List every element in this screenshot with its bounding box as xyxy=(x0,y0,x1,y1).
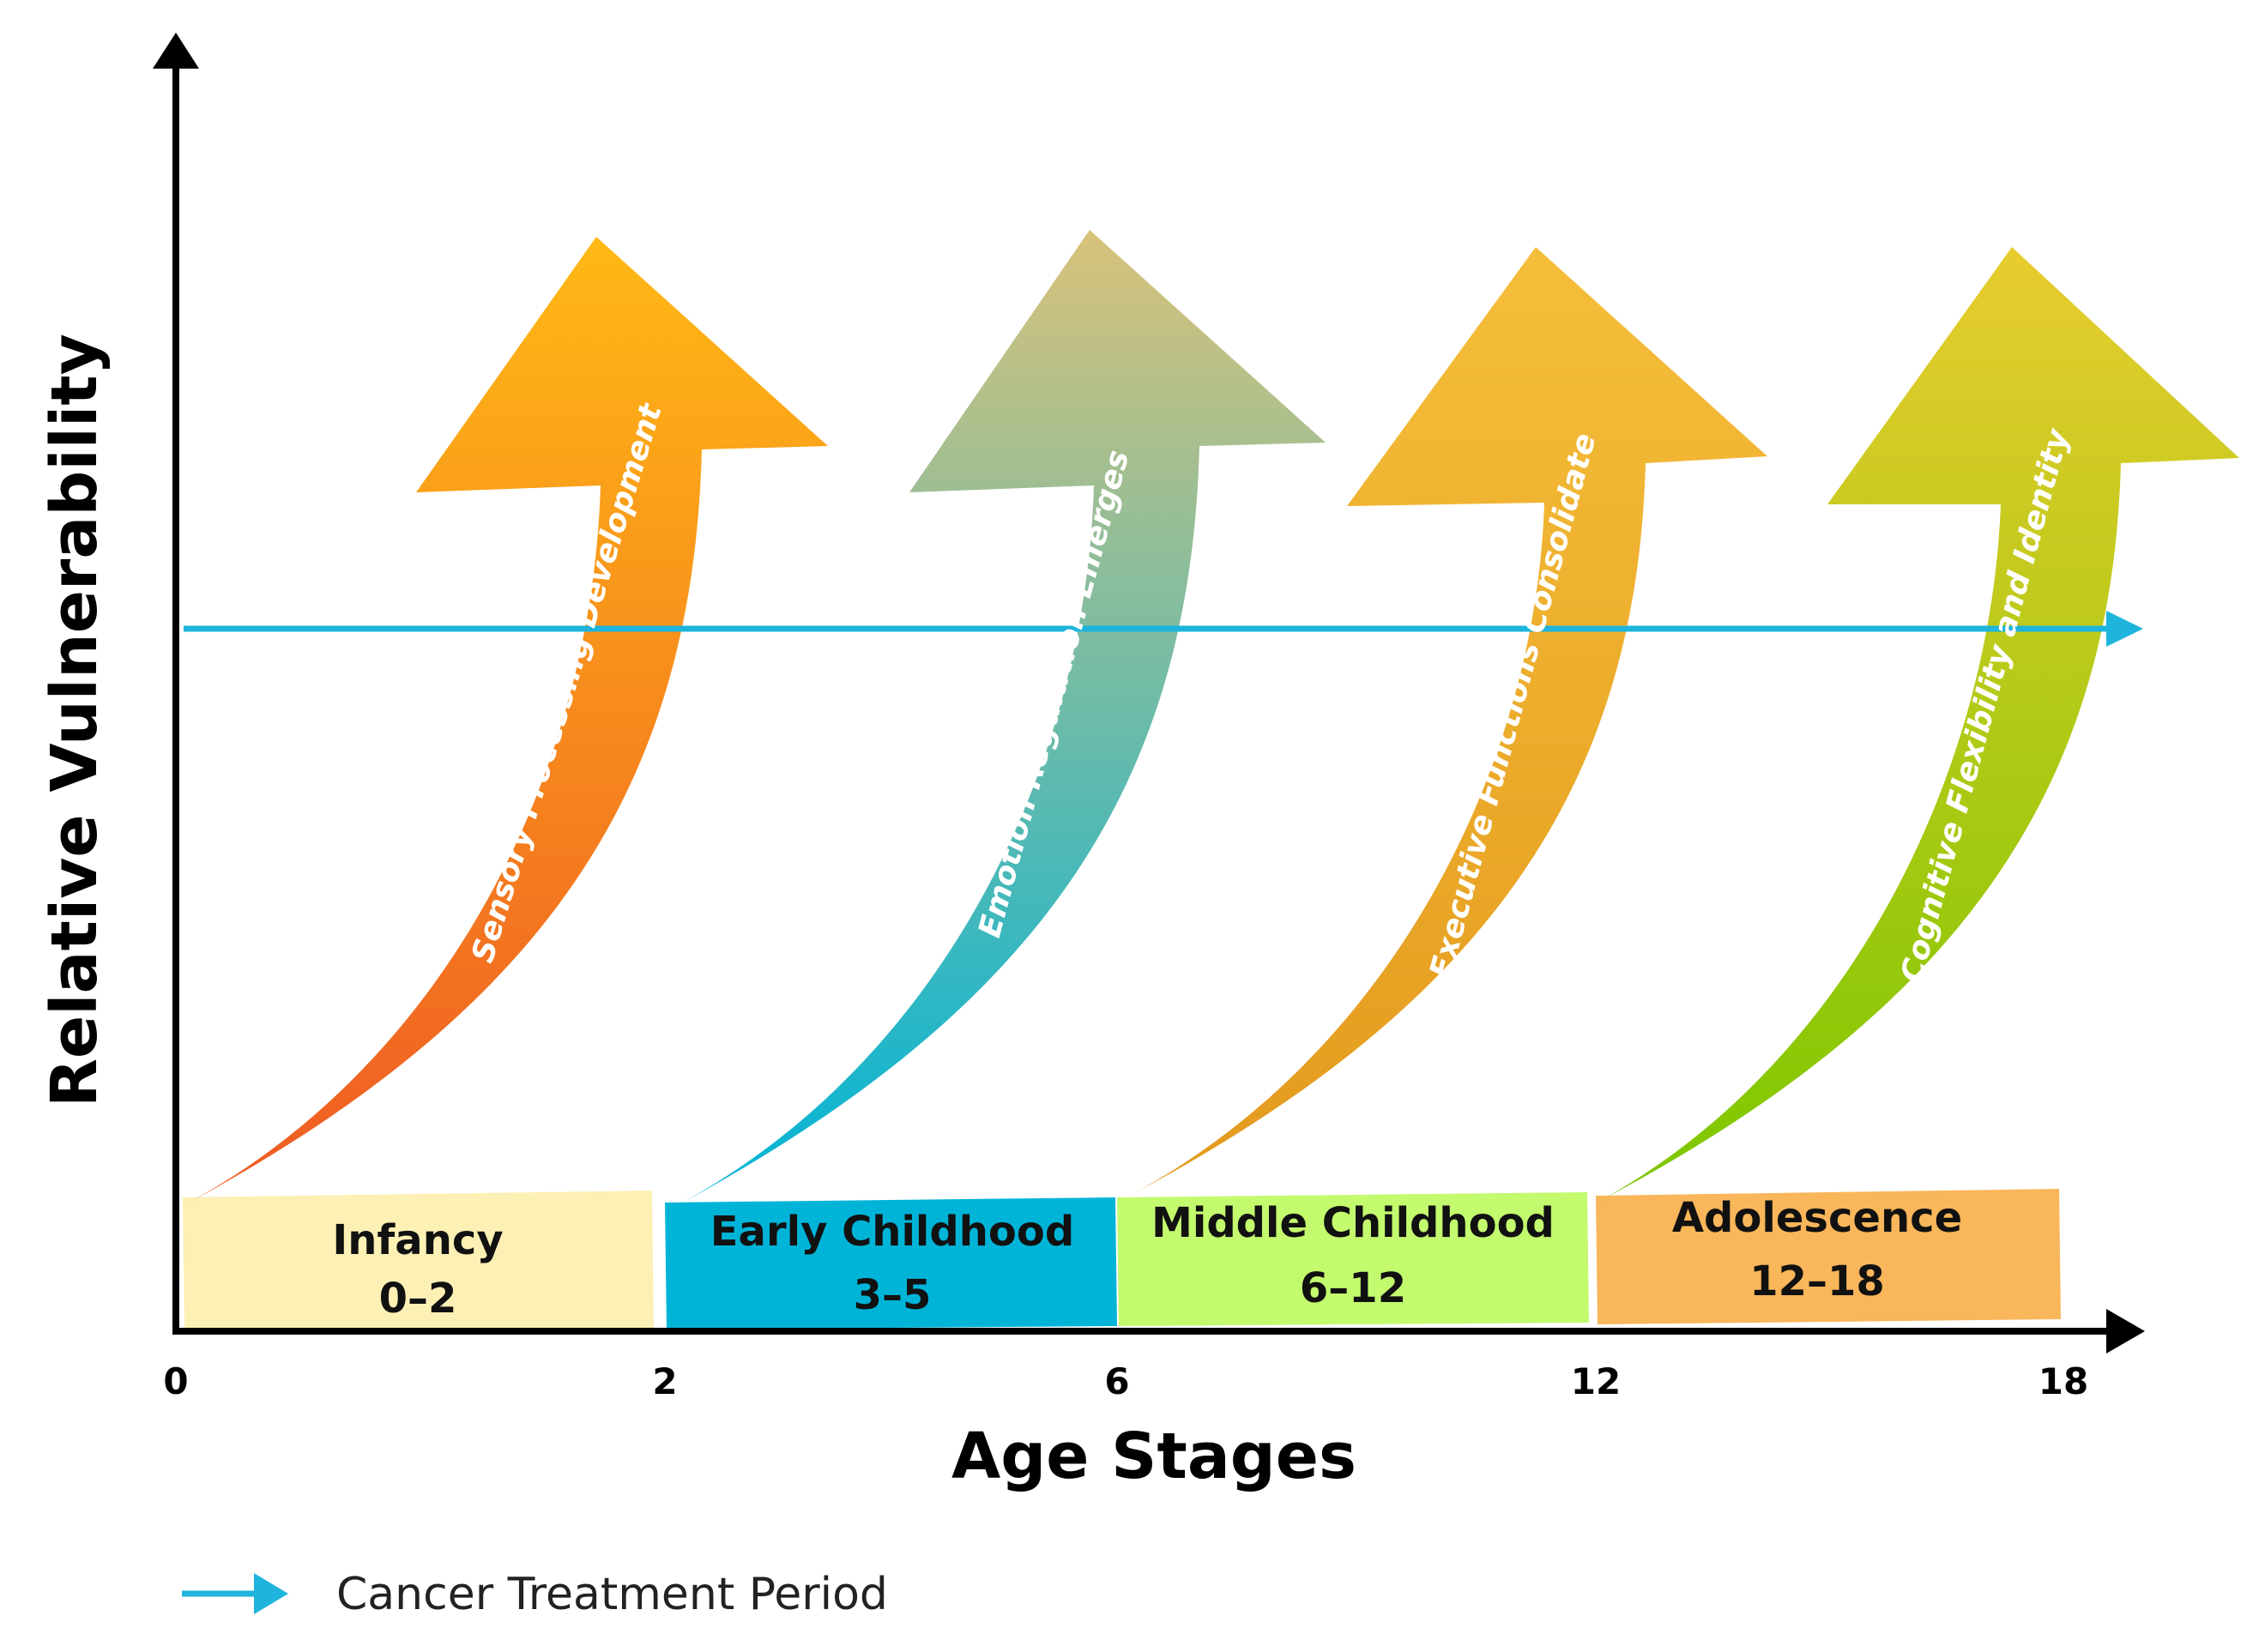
stage-box-adolescence xyxy=(1596,1189,2061,1324)
development-arrow-emotion xyxy=(678,230,1326,1205)
x-tick-labels: 0 2 6 12 18 xyxy=(163,1360,2088,1402)
legend-label: Cancer Treatment Period xyxy=(336,1569,888,1620)
development-arrow-cognitive xyxy=(1600,247,2239,1201)
stage-boxes xyxy=(183,1189,2061,1331)
stage-labels: Infancy 0–2 Early Childhood 3–5 Middle C… xyxy=(332,1194,1962,1323)
stage-range-middle-childhood: 6–12 xyxy=(1300,1264,1406,1312)
tick-label-12: 12 xyxy=(1571,1360,1621,1402)
stage-box-middle-childhood xyxy=(1117,1192,1589,1326)
tick-label-0: 0 xyxy=(163,1360,188,1402)
stage-range-infancy: 0–2 xyxy=(379,1275,457,1323)
stage-range-adolescence: 12–18 xyxy=(1749,1257,1885,1305)
x-axis-title: Age Stages xyxy=(951,1420,1356,1493)
axes xyxy=(153,33,2145,1354)
x-axis-arrowhead xyxy=(2106,1309,2145,1354)
development-arrow-executive xyxy=(1120,247,1767,1201)
tick-label-6: 6 xyxy=(1104,1360,1129,1402)
tick-label-18: 18 xyxy=(2038,1360,2088,1402)
stage-box-infancy xyxy=(183,1191,654,1331)
stage-name-infancy: Infancy xyxy=(332,1216,503,1264)
development-arrows xyxy=(184,230,2239,1205)
stage-name-early-childhood: Early Childhood xyxy=(710,1208,1074,1256)
tick-label-2: 2 xyxy=(652,1360,677,1402)
arrow-labels: Sensory Processing Development Emotion R… xyxy=(465,399,2076,986)
y-axis-title: Relative Vulnerability xyxy=(38,334,112,1107)
stage-name-adolescence: Adolescence xyxy=(1672,1194,1962,1242)
treatment-period-line xyxy=(184,611,2143,647)
legend: Cancer Treatment Period xyxy=(182,1569,888,1620)
y-axis-arrowhead xyxy=(153,33,199,69)
stage-box-early-childhood xyxy=(665,1197,1117,1329)
stage-name-middle-childhood: Middle Childhood xyxy=(1151,1199,1555,1247)
development-arrow-sensory xyxy=(184,237,828,1205)
legend-treatment-arrowhead xyxy=(254,1573,288,1614)
stage-range-early-childhood: 3–5 xyxy=(854,1271,932,1319)
